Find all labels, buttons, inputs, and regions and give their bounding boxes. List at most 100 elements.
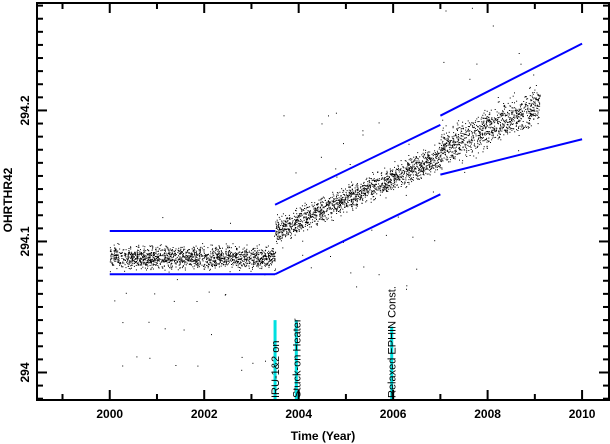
data-point (521, 103, 523, 105)
data-point (507, 128, 509, 130)
data-point (239, 263, 241, 265)
data-point (114, 252, 115, 254)
data-point (281, 223, 283, 225)
data-point (397, 177, 399, 179)
data-point (431, 153, 433, 155)
data-point (253, 256, 254, 258)
data-point (251, 267, 253, 268)
data-point (133, 261, 135, 263)
data-point (201, 255, 203, 257)
data-point (396, 177, 398, 179)
data-point (278, 226, 280, 228)
data-point (128, 250, 130, 252)
data-point (182, 259, 184, 261)
data-point (128, 248, 130, 249)
data-point (462, 146, 464, 148)
data-point (229, 251, 231, 253)
data-point (256, 252, 258, 254)
data-point (331, 212, 333, 214)
data-point (518, 126, 519, 128)
data-point (194, 248, 195, 250)
data-point (130, 248, 132, 250)
data-point (441, 144, 442, 146)
data-point (413, 160, 415, 162)
data-point (367, 187, 369, 189)
data-point (436, 157, 438, 159)
data-point (500, 122, 501, 124)
data-point (342, 196, 344, 198)
data-point (516, 129, 518, 131)
data-point (207, 267, 209, 269)
data-point (245, 254, 247, 256)
data-point (117, 254, 119, 256)
data-point (271, 249, 273, 251)
data-point (214, 265, 216, 267)
data-point (448, 140, 450, 142)
data-point (537, 117, 539, 119)
data-point (339, 199, 341, 201)
data-point (496, 130, 497, 131)
data-point (333, 200, 334, 202)
data-point (351, 188, 353, 190)
data-point (452, 137, 454, 139)
data-point (447, 151, 449, 152)
data-point (178, 247, 180, 249)
data-point (537, 108, 539, 109)
data-point (237, 261, 239, 263)
data-point (151, 249, 153, 251)
data-point (407, 182, 409, 183)
data-point (136, 263, 138, 265)
data-point (340, 204, 341, 206)
data-point (368, 187, 370, 189)
data-point (427, 165, 429, 166)
data-point (389, 176, 390, 178)
data-point (387, 187, 389, 189)
data-point (330, 216, 332, 218)
data-point (501, 128, 503, 130)
data-point (144, 267, 146, 269)
data-point (115, 257, 117, 258)
data-point (384, 177, 386, 178)
data-point (250, 252, 252, 254)
data-point (519, 109, 521, 110)
data-point (340, 204, 341, 205)
data-point (474, 130, 476, 132)
data-point (256, 257, 258, 259)
data-point (395, 178, 397, 180)
data-point (511, 128, 513, 129)
data-point (283, 220, 285, 222)
data-point (246, 262, 248, 264)
data-point (277, 221, 279, 223)
data-point (216, 264, 218, 266)
data-point (257, 262, 259, 264)
data-point (215, 262, 217, 264)
data-point (442, 148, 444, 150)
data-point (113, 257, 115, 259)
data-point (351, 201, 353, 203)
data-point (208, 263, 210, 265)
data-point (466, 150, 468, 152)
data-point (420, 169, 422, 171)
data-point (265, 253, 267, 255)
data-point (256, 253, 258, 255)
data-point (330, 212, 332, 214)
data-point (259, 263, 261, 264)
data-point (202, 258, 204, 260)
data-point (503, 114, 505, 116)
data-point (137, 255, 138, 257)
data-point (336, 209, 338, 210)
data-point (246, 259, 248, 261)
data-point (231, 251, 233, 253)
data-point (254, 256, 256, 257)
data-point (355, 198, 357, 200)
data-point (371, 190, 373, 192)
data-point (141, 254, 142, 256)
data-point (164, 269, 166, 271)
data-point (390, 188, 392, 190)
data-point (453, 158, 455, 159)
data-point (207, 265, 209, 267)
data-point (229, 250, 230, 251)
data-point (161, 255, 163, 257)
data-point (208, 257, 210, 259)
data-point (311, 216, 313, 218)
